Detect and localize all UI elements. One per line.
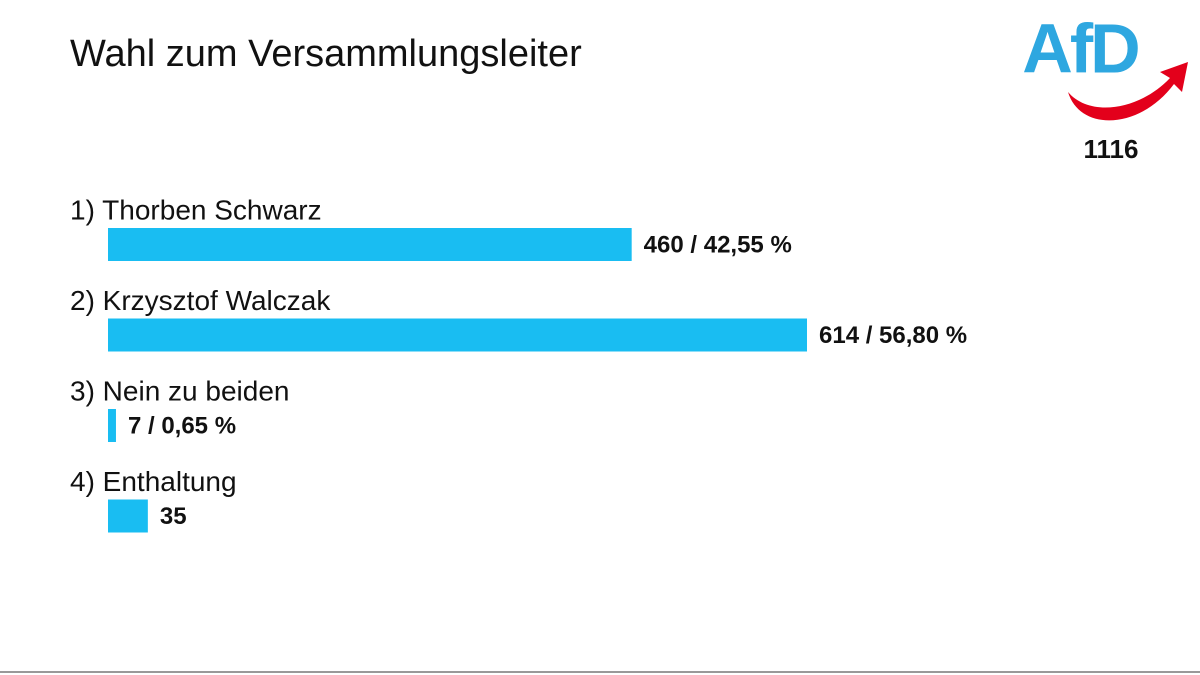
value-label: 35 (160, 503, 187, 530)
bar (108, 499, 148, 533)
category-label: 3) Nein zu beiden (70, 375, 289, 406)
category-label: 1) Thorben Schwarz (70, 194, 322, 225)
category-label: 2) Krzysztof Walczak (70, 285, 331, 316)
value-label: 460 / 42,55 % (644, 231, 792, 258)
bar (108, 409, 116, 442)
logo: AfD 1116 (1022, 9, 1188, 164)
bar (108, 318, 807, 352)
category-label: 4) Enthaltung (70, 466, 237, 497)
logo-arrow (1068, 62, 1188, 121)
value-label: 614 / 56,80 % (819, 322, 967, 349)
logo-number: 1116 (1084, 134, 1139, 164)
value-label: 7 / 0,65 % (128, 412, 236, 439)
chart-title: Wahl zum Versammlungsleiter (70, 33, 582, 75)
logo-text: AfD (1022, 9, 1138, 87)
bar (108, 228, 632, 261)
